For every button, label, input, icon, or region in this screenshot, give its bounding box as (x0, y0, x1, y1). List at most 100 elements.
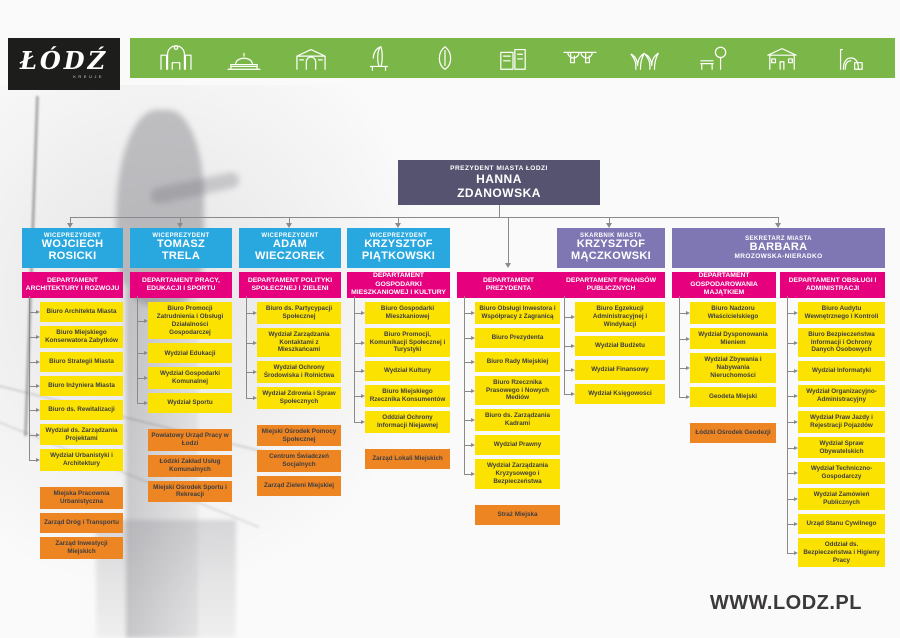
connector-arrow (605, 223, 612, 228)
website-url: WWW.LODZ.PL (709, 592, 862, 614)
org-unit: Biuro Rzecznika Prasowego i Nowych Medió… (464, 375, 560, 406)
connector (180, 217, 181, 223)
items-gospodarki-mieszkaniowej: Biuro Gospodarki Mieszkaniowej Biuro Pro… (354, 296, 450, 469)
org-entity: Centrum Świadczeń Socjalnych (257, 450, 341, 473)
items-obslugi: Biuro Audytu Wewnętrznego i Kontroli Biu… (787, 296, 885, 568)
leader-name: WOJCIECH ROSICKI (41, 238, 104, 262)
org-unit: Oddział ds. Bezpieczeństwa i Higieny Pra… (787, 537, 885, 568)
org-unit: Wydział Zarządzania Kryzysowego i Bezpie… (464, 459, 560, 489)
connector-arrow (504, 263, 511, 268)
leader-role: SEKRETARZ MIASTA (745, 235, 812, 242)
org-unit: Wydział Księgowości (564, 383, 665, 404)
org-entity: Zarząd Dróg i Transportu (40, 512, 123, 533)
org-unit: Urząd Stanu Cywilnego (787, 513, 885, 534)
org-unit: Biuro Miejskiego Konserwatora Zabytków (29, 326, 123, 348)
org-entity: Zarząd Lokali Miejskich (365, 448, 450, 469)
org-unit: Wydział Finansowy (564, 359, 665, 380)
org-unit: Wydział Dysponowania Mieniem (679, 327, 776, 350)
org-entity: Łódzki Ośrodek Geodezji (690, 423, 776, 444)
org-unit: Biuro ds. Partycypacji Społecznej (246, 302, 341, 324)
leader-role: WICEPREZYDENT (369, 233, 428, 240)
leader-role: WICEPREZYDENT (261, 233, 319, 240)
org-unit: Biuro Promocji, Komunikacji Społecznej i… (354, 327, 450, 358)
connector-line (679, 296, 680, 397)
org-unit: Biuro Egzekucji Administracyjnej i Windy… (564, 302, 665, 332)
leader-name: ADAM WIECZOREK (255, 238, 325, 262)
org-unit: Wydział Spraw Obywatelskich (787, 436, 885, 459)
org-unit: Wydział Urbanistyki i Architektury (29, 449, 123, 472)
leader-box-maczkowski: SKARBNIK MIASTA KRZYSZTOF MĄCZKOWSKI (557, 228, 665, 268)
connector-line (464, 296, 465, 474)
org-unit: Wydział Prawny (464, 435, 560, 456)
org-unit: Wydział Zamówień Publicznych (787, 488, 885, 510)
dept-gospodarowania-majatkiem: DEPARTAMENT GOSPODAROWANIA MAJĄTKIEM (672, 272, 776, 298)
items-prezydenta: Biuro Obsługi Inwestora i Współpracy z Z… (464, 296, 560, 525)
leader-name: KRZYSZTOF MĄCZKOWSKI (571, 238, 651, 262)
org-entity: Zarząd Zieleni Miejskiej (257, 476, 341, 497)
park-bench-tree-icon (700, 46, 727, 70)
org-unit: Biuro Audytu Wewnętrznego i Kontroli (787, 302, 885, 324)
org-unit: Wydział Organizacyjno-Administracyjny (787, 385, 885, 408)
lodz-logo: ŁÓDŹ kreuje (8, 38, 120, 90)
leader-name: BARBARA (749, 240, 808, 253)
connector (508, 217, 509, 263)
dept-architektury: DEPARTAMENT ARCHITEKTURY I ROZWOJU (22, 272, 123, 298)
org-unit: Biuro Strategii Miasta (29, 351, 123, 372)
org-unit: Wydział ds. Zarządzania Projektami (29, 423, 123, 446)
org-unit: Biuro ds. Zarządzania Kadrami (464, 409, 560, 432)
leader-name: KRZYSZTOF PIĄTKOWSKI (361, 238, 436, 262)
connector-arrow (176, 223, 183, 228)
org-unit: Wydział Zbywania i Nabywania Nieruchomoś… (679, 353, 776, 384)
connector-line (137, 296, 138, 403)
president-name: HANNA ZDANOWSKA (457, 172, 541, 200)
org-unit: Oddział Ochrony Informacji Niejawnej (354, 411, 450, 433)
leader-box-trela: WICEPREZYDENT TOMASZ TRELA (130, 228, 232, 268)
town-hall-icon (766, 48, 797, 70)
connector (70, 217, 779, 218)
org-unit: Biuro Gospodarki Mieszkaniowej (354, 302, 450, 324)
org-unit: Wydział Edukacji (137, 343, 232, 364)
leader-role: WICEPREZYDENT (152, 233, 210, 240)
org-entity: Miejska Pracownia Urbanistyczna (40, 487, 123, 509)
president-box: PREZYDENT MIASTA ŁODZI HANNA ZDANOWSKA (398, 160, 600, 205)
leader-name: TOMASZ TRELA (156, 238, 206, 262)
items-architektury: Biuro Architekta Miasta Biuro Miejskiego… (29, 296, 123, 559)
leader-box-wieczorek: WICEPREZYDENT ADAM WIECZOREK (239, 228, 341, 268)
connector-arrow (285, 223, 292, 228)
connector (778, 217, 779, 223)
org-unit: Wydział Zarządzania Kontaktami z Mieszka… (246, 327, 341, 358)
org-unit: Wydział Ochrony Środowiska i Rolnictwa (246, 361, 341, 384)
leader-role: SKARBNIK MIASTA (580, 233, 642, 240)
monument-bench-icon (369, 46, 388, 71)
org-unit: Biuro Nadzoru Właścicielskiego (679, 302, 776, 324)
dept-polityki-spolecznej: DEPARTAMENT POLITYKI SPOŁECZNEJ I ZIELEN… (239, 272, 341, 298)
power-plant-icon (839, 48, 863, 70)
port-canopy-icon (630, 52, 659, 70)
president-role: PREZYDENT MIASTA ŁODZI (450, 165, 548, 173)
org-unit: Wydział Zdrowia i Spraw Społecznych (246, 387, 341, 409)
items-finansow: Biuro Egzekucji Administracyjnej i Windy… (564, 296, 665, 404)
org-unit: Biuro Inżyniera Miasta (29, 375, 123, 396)
org-unit: Biuro Miejskiego Rzecznika Konsumentów (354, 385, 450, 408)
org-entity: Miejski Ośrodek Pomocy Społecznej (257, 424, 341, 447)
connector-line (564, 296, 565, 394)
dept-obslugi: DEPARTAMENT OBSŁUGI I ADMINISTRACJI (780, 272, 885, 298)
org-unit: Wydział Praw Jazdy i Rejestracji Pojazdó… (787, 411, 885, 433)
leader-box-rosicki: WICEPREZYDENT WOJCIECH ROSICKI (22, 228, 123, 268)
landmarks-banner (130, 38, 895, 78)
items-polityki-spolecznej: Biuro ds. Partycypacji Społecznej Wydzia… (246, 296, 341, 497)
leaf-icon (439, 46, 452, 70)
city-gate-icon (160, 45, 192, 70)
connector-arrow (66, 223, 73, 228)
gallery-building-icon (296, 48, 326, 70)
org-unit: Wydział Kultury (354, 361, 450, 382)
connector (499, 205, 500, 217)
lodz-logo-text: ŁÓDŹ (19, 46, 109, 75)
leader-role: WICEPREZYDENT (43, 233, 102, 240)
org-unit: Wydział Techniczno-Gospodarczy (787, 462, 885, 485)
org-unit: Biuro Rady Miejskiej (464, 351, 560, 372)
white-factory-icon (499, 48, 526, 70)
org-unit: Biuro Prezydenta (464, 327, 560, 348)
viaduct-icon (563, 51, 597, 64)
org-unit: Biuro Architekta Miasta (29, 302, 123, 322)
